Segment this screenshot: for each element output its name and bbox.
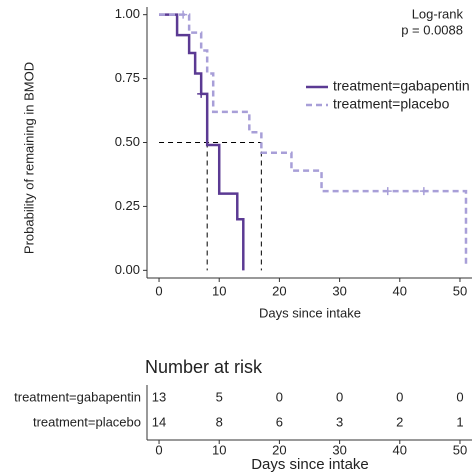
legend-label: treatment=gabapentin [333, 78, 470, 94]
survival-curve [159, 13, 468, 266]
y-tick-label: 0.00 [115, 262, 140, 277]
risk-value: 0 [456, 389, 463, 404]
risk-x-tick-label: 10 [212, 442, 226, 457]
x-tick-label: 50 [453, 283, 467, 298]
legend-label: treatment=placebo [333, 96, 450, 112]
risk-value: 14 [152, 414, 166, 429]
risk-value: 8 [216, 414, 223, 429]
risk-value: 0 [336, 389, 343, 404]
risk-value: 6 [276, 414, 283, 429]
risk-row-label: treatment=placebo [33, 414, 141, 429]
y-tick-label: 0.50 [115, 134, 140, 149]
risk-x-tick-label: 50 [453, 442, 467, 457]
censor-mark [383, 187, 392, 196]
y-tick-label: 0.75 [115, 70, 140, 85]
x-tick-label: 20 [272, 283, 286, 298]
risk-value: 5 [216, 389, 223, 404]
y-axis-label: Probability of remaining in BMOD [21, 62, 36, 254]
risk-x-tick-label: 0 [155, 442, 162, 457]
y-tick-label: 1.00 [115, 6, 140, 21]
risk-value: 0 [396, 389, 403, 404]
risk-value: 3 [336, 414, 343, 429]
risk-x-tick-label: 30 [332, 442, 346, 457]
risk-row-label: treatment=gabapentin [14, 389, 141, 404]
censor-mark [197, 89, 206, 98]
risk-value: 2 [396, 414, 403, 429]
x-tick-label: 0 [155, 283, 162, 298]
risk-value: 1 [456, 414, 463, 429]
y-tick-label: 0.25 [115, 198, 140, 213]
x-tick-label: 40 [393, 283, 407, 298]
x-axis-label: Days since intake [259, 305, 361, 320]
risk-x-tick-label: 20 [272, 442, 286, 457]
risk-value: 13 [152, 389, 166, 404]
x-tick-label: 10 [212, 283, 226, 298]
annotation: Log-rank [412, 6, 464, 21]
risk-value: 0 [276, 389, 283, 404]
censor-mark [419, 187, 428, 196]
censor-mark [179, 10, 188, 19]
x-tick-label: 30 [332, 283, 346, 298]
risk-x-label: Days since intake [251, 456, 369, 473]
risk-table-title: Number at risk [145, 357, 263, 377]
risk-x-tick-label: 40 [393, 442, 407, 457]
annotation: p = 0.0088 [401, 22, 463, 37]
